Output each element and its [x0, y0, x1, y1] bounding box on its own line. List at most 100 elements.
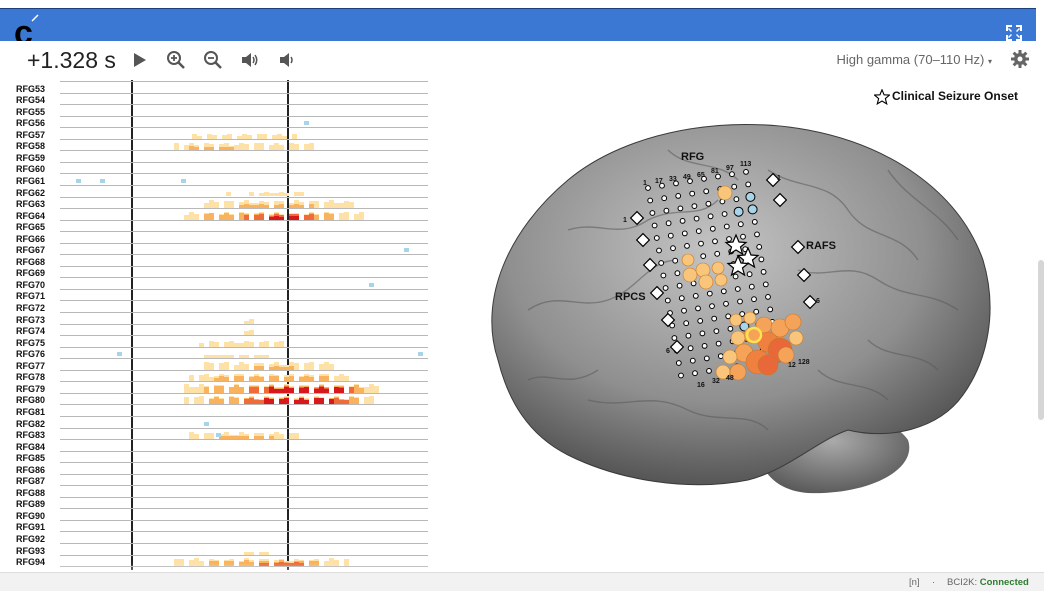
heat-cell: [282, 135, 287, 139]
heat-cell: [224, 376, 229, 382]
volume-up-icon[interactable]: [240, 50, 260, 70]
heat-cell: [192, 133, 197, 139]
electrode: [734, 286, 741, 292]
activation-circle: [711, 261, 725, 275]
electrode: [756, 244, 763, 250]
channel-label: RFG87: [16, 476, 46, 487]
heat-cell: [219, 355, 224, 359]
electrode: [645, 185, 651, 191]
electrode: [687, 178, 693, 184]
label-rpcs: RPCS: [615, 291, 646, 303]
electrode: [691, 203, 698, 209]
heat-cell: [339, 213, 344, 220]
strip-electrode: [790, 239, 806, 255]
zoom-out-icon[interactable]: [203, 50, 223, 70]
heat-cell: [247, 135, 252, 139]
heat-cell: [209, 399, 214, 405]
electrode: [695, 305, 701, 312]
cursor-line-onset[interactable]: [131, 80, 133, 570]
heat-cell: [254, 355, 259, 359]
num-33: 33: [669, 176, 677, 183]
heat-cell: [259, 214, 264, 220]
heat-cell: [334, 397, 339, 405]
electrode: [672, 257, 679, 264]
heat-cell: [319, 387, 324, 393]
electrode: [670, 245, 676, 252]
heat-cell: [259, 143, 264, 151]
heat-cell: [294, 433, 299, 440]
volume-down-icon[interactable]: [277, 50, 297, 70]
heat-cell: [274, 342, 279, 347]
heat-cell: [249, 551, 254, 555]
heat-cell: [219, 398, 224, 405]
heat-cell: [214, 202, 219, 209]
electrode: [667, 232, 674, 239]
activation-circle: [714, 273, 728, 287]
heat-cell: [189, 387, 194, 393]
electrode: [737, 221, 744, 228]
electrode: [665, 220, 672, 227]
electrode: [669, 322, 676, 329]
heat-cell: [224, 436, 229, 440]
strip-electrode: [649, 285, 665, 301]
electrode: [703, 355, 710, 362]
strip-electrode: [765, 172, 781, 188]
channel-baseline: [60, 323, 428, 325]
channel-label: RFG63: [16, 199, 46, 210]
heat-cell-negative: [181, 178, 186, 183]
heat-cell: [174, 143, 179, 151]
channel-baseline: [60, 392, 428, 394]
channel-raster[interactable]: RFG52RFG53RFG54RFG55RFG56RFG57RFG58RFG59…: [14, 80, 428, 570]
heat-cell: [254, 375, 259, 382]
strip-electrode: [635, 232, 651, 248]
heat-cell: [214, 355, 219, 359]
strip-electrode: [669, 339, 685, 355]
heat-cell: [274, 201, 279, 209]
zoom-in-icon[interactable]: [166, 50, 186, 70]
heat-cell: [309, 204, 314, 209]
label-rafs: RAFS: [806, 240, 836, 252]
status-bci: BCI2K: Connected: [947, 577, 1029, 588]
channel-baseline: [60, 404, 428, 406]
heat-cell: [224, 212, 229, 220]
electrode: [733, 206, 744, 217]
heat-cell: [239, 436, 244, 440]
heat-cell: [294, 216, 299, 220]
heat-cell: [339, 373, 344, 382]
heat-cell: [299, 205, 304, 209]
region-labels: RFG RAFS RPCS: [615, 151, 836, 303]
electrode: [715, 340, 722, 347]
heat-cell: [264, 191, 269, 197]
activation-circle: [698, 274, 714, 290]
heat-cell: [249, 342, 254, 347]
electrode: [712, 238, 718, 245]
scrollbar[interactable]: [1038, 260, 1044, 420]
channel-label: RFG70: [16, 279, 46, 290]
status-n: [n]: [909, 577, 920, 588]
play-icon[interactable]: [129, 50, 149, 70]
heat-cell: [264, 387, 269, 393]
highlight-ring: [745, 326, 763, 344]
channel-baseline: [60, 138, 428, 140]
num-81: 81: [711, 168, 719, 175]
heat-cell: [194, 434, 199, 440]
heat-cell: [269, 366, 274, 370]
electrode: [683, 320, 690, 327]
fullscreen-icon[interactable]: [1004, 23, 1024, 43]
cursor-line-current[interactable]: [287, 80, 289, 570]
electrode: [693, 215, 700, 222]
heat-cell: [224, 341, 229, 347]
heat-cell: [344, 200, 349, 209]
electrode: [663, 207, 670, 214]
heat-cell: [209, 200, 214, 209]
electrode: [698, 240, 704, 247]
band-selector[interactable]: High gamma (70–110 Hz) ▾: [836, 52, 992, 67]
gear-icon[interactable]: [1010, 49, 1030, 69]
electrode: [711, 315, 718, 322]
electrode: [703, 188, 710, 195]
electrode: [745, 181, 752, 188]
heat-cell: [254, 214, 259, 220]
channel-baseline: [60, 115, 428, 117]
channel-baseline: [60, 150, 428, 152]
channel-label: RFG53: [16, 83, 46, 94]
